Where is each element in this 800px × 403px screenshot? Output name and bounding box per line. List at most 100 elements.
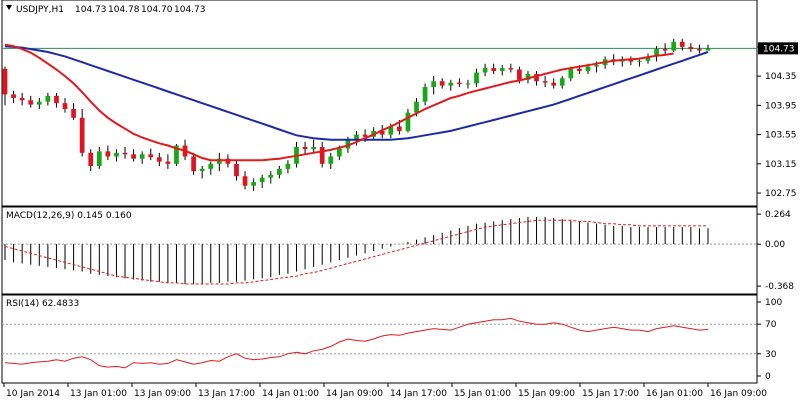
candle-body — [397, 126, 402, 131]
candle-body — [2, 68, 8, 95]
price-panel-frame — [1, 0, 758, 207]
rsi-panel-title: RSI(14) 62.4833 — [6, 299, 79, 309]
ohlc-open: 104.73 — [75, 5, 107, 15]
macd-signal-line — [4, 219, 708, 285]
rsi-layer: 100 70 30 0 — [2, 298, 782, 382]
candle-body — [405, 112, 411, 131]
candle-body — [302, 147, 308, 150]
ohlc-close: 104.73 — [174, 5, 206, 15]
price-tick-label: 102.75 — [765, 189, 797, 199]
ma-slow-line — [4, 45, 709, 141]
candle-body — [156, 157, 162, 162]
candle-body — [165, 161, 171, 164]
x-tick-label: 15 Jan 17:00 — [582, 389, 639, 399]
candle-body — [276, 168, 282, 175]
candle-body — [517, 69, 522, 80]
candle-body — [354, 134, 359, 140]
candle-body — [414, 101, 419, 113]
candle-body — [114, 152, 119, 157]
macd-tick-label: 0.00 — [765, 240, 785, 250]
candle-body — [285, 163, 291, 169]
ma-fast-line — [4, 43, 674, 162]
candle-body — [259, 177, 265, 183]
x-tick-label: 14 Jan 17:00 — [390, 389, 447, 399]
macd-layer: 0.264 0.00 -0.368 — [2, 210, 794, 292]
candle-body — [482, 68, 488, 73]
candle-body — [585, 66, 591, 71]
ohlc-low: 104.70 — [141, 5, 173, 15]
price-tick-label: 103.15 — [765, 160, 797, 170]
rsi-tick-label: 30 — [765, 350, 777, 360]
x-tick-label: 16 Jan 01:00 — [646, 389, 703, 399]
candle-body — [268, 174, 274, 178]
candle-body — [594, 65, 599, 67]
macd-panel-frame — [1, 206, 758, 295]
x-tick-label: 14 Jan 09:00 — [326, 389, 383, 399]
candle-body — [688, 46, 694, 50]
x-tick-label: 13 Jan 09:00 — [134, 389, 191, 399]
current-price-box — [758, 42, 798, 55]
candle-body — [525, 73, 531, 80]
rsi-tick-label: 0 — [765, 372, 771, 382]
candle-body — [242, 176, 248, 186]
candle-body — [225, 158, 231, 164]
candle-body — [534, 73, 539, 82]
candle-body — [208, 163, 214, 169]
candle-body — [559, 78, 565, 86]
x-tick-label: 14 Jan 01:00 — [262, 389, 319, 399]
candle-body — [654, 49, 659, 57]
candle-body — [431, 81, 437, 88]
price-tick-label: 103.95 — [765, 101, 797, 111]
rsi-tick-label: 70 — [765, 320, 777, 330]
x-tick-label: 13 Jan 17:00 — [198, 389, 255, 399]
candle-body — [568, 68, 574, 79]
current-price-label: 104.73 — [763, 44, 795, 54]
candle-body — [45, 95, 51, 102]
candle-body — [645, 56, 651, 61]
rsi-panel-frame — [1, 294, 758, 384]
price-panel-title: USDJPY,H1 — [16, 5, 64, 15]
candle-body — [199, 168, 205, 172]
macd-tick-label: -0.368 — [765, 282, 794, 292]
price-tick-label: 103.55 — [765, 131, 797, 141]
candle-body — [679, 41, 685, 47]
candle-body — [465, 83, 471, 85]
candle-body — [105, 151, 111, 157]
candle-body — [457, 82, 462, 85]
candle-body — [11, 94, 16, 99]
candle-body — [148, 154, 154, 158]
macd-tick-label: 0.264 — [765, 210, 791, 220]
candle-body — [439, 81, 445, 86]
candle-body — [216, 158, 222, 164]
macd-panel-title: MACD(12,26,9) 0.145 0.160 — [6, 211, 132, 221]
ohlc-high: 104.78 — [108, 5, 140, 15]
candle-body — [542, 81, 548, 83]
candle-body — [671, 41, 677, 51]
x-tick-label: 16 Jan 09:00 — [710, 389, 767, 399]
candle-body — [234, 163, 239, 177]
candle-body — [122, 152, 128, 155]
x-tick-label: 15 Jan 01:00 — [454, 389, 511, 399]
candle-body — [551, 82, 557, 86]
symbol-dropdown-icon[interactable] — [6, 5, 12, 10]
candle-body — [28, 100, 34, 105]
candle-body — [251, 182, 256, 186]
candle-body — [36, 101, 42, 105]
x-axis: 10 Jan 2014 13 Jan 01:00 13 Jan 09:00 13 Ja… — [3, 383, 767, 399]
x-tick-label: 10 Jan 2014 — [6, 389, 60, 399]
candle-body — [328, 156, 334, 164]
rsi-tick-label: 100 — [765, 298, 782, 308]
candle-body — [319, 147, 325, 164]
candle-body — [62, 103, 68, 109]
candle-body — [54, 95, 59, 104]
candle-body — [508, 68, 514, 70]
rsi-line — [4, 317, 709, 369]
candle-body — [628, 59, 634, 62]
candle-body — [474, 72, 479, 84]
candle-body — [388, 126, 394, 135]
candle-body — [662, 49, 668, 51]
candle-body — [345, 139, 351, 149]
candle-body — [637, 60, 642, 62]
candle-body — [96, 151, 102, 166]
